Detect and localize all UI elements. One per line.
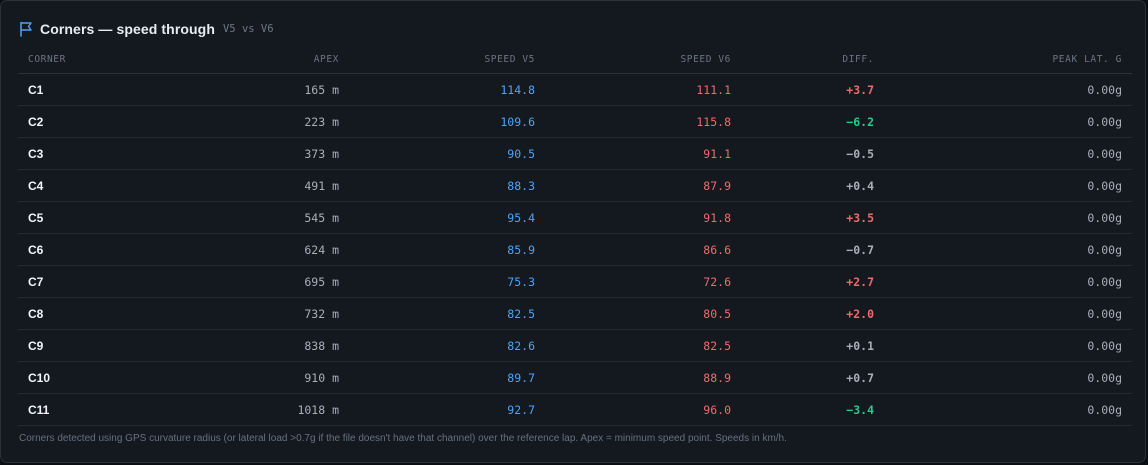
column-header-speed-v5[interactable]: SPEED V5 [349,46,545,74]
cell-corner: C3 [18,137,146,170]
cell-speed-v5: 82.5 [349,297,545,330]
table-row[interactable]: C2 223 m 109.6 115.8 −6.2 0.00g [18,105,1132,138]
cell-speed-v6: 115.8 [545,105,741,138]
cell-peak-lat-g: 0.00g [884,169,1132,202]
table-body: C1 165 m 114.8 111.1 +3.7 0.00g C2 223 m 109.6 11… [18,73,1132,426]
cell-speed-v5: 92.7 [349,393,545,426]
cell-apex: 695 m [146,265,349,298]
column-header-speed-v6[interactable]: SPEED V6 [545,46,741,74]
cell-speed-v5: 90.5 [349,137,545,170]
table-row[interactable]: C4 491 m 88.3 87.9 +0.4 0.00g [18,169,1132,202]
table-row[interactable]: C3 373 m 90.5 91.1 −0.5 0.00g [18,137,1132,170]
cell-peak-lat-g: 0.00g [884,201,1132,234]
cell-speed-v6: 91.8 [545,201,741,234]
table-row[interactable]: C9 838 m 82.6 82.5 +0.1 0.00g [18,329,1132,362]
cell-diff: +3.5 [741,201,884,234]
panel-subtitle: V5 vs V6 [222,23,274,35]
cell-speed-v6: 80.5 [545,297,741,330]
cell-speed-v5: 114.8 [349,73,545,106]
cell-peak-lat-g: 0.00g [884,393,1132,426]
cell-corner: C7 [18,265,146,298]
cell-peak-lat-g: 0.00g [884,265,1132,298]
cell-corner: C9 [18,329,146,362]
cell-speed-v6: 111.1 [545,73,741,106]
cell-diff: −0.7 [741,233,884,266]
table-row[interactable]: C6 624 m 85.9 86.6 −0.7 0.00g [18,233,1132,266]
table-row[interactable]: C10 910 m 89.7 88.9 +0.7 0.00g [18,361,1132,394]
cell-diff: +0.7 [741,361,884,394]
table-row[interactable]: C8 732 m 82.5 80.5 +2.0 0.00g [18,297,1132,330]
cell-peak-lat-g: 0.00g [884,105,1132,138]
cell-peak-lat-g: 0.00g [884,361,1132,394]
cell-speed-v5: 88.3 [349,169,545,202]
table-header-row: CORNER APEX SPEED V5 SPEED V6 DIFF. PEAK… [18,46,1132,74]
cell-corner: C2 [18,105,146,138]
cell-peak-lat-g: 0.00g [884,329,1132,362]
table-row[interactable]: C5 545 m 95.4 91.8 +3.5 0.00g [18,201,1132,234]
cell-diff: +0.1 [741,329,884,362]
cell-apex: 1018 m [146,393,349,426]
cell-corner: C6 [18,233,146,266]
cell-corner: C4 [18,169,146,202]
cell-diff: −6.2 [741,105,884,138]
cell-speed-v5: 82.6 [349,329,545,362]
flag-icon [19,21,33,37]
cell-speed-v6: 86.6 [545,233,741,266]
cell-diff: −0.5 [741,137,884,170]
cell-speed-v6: 96.0 [545,393,741,426]
cell-speed-v5: 109.6 [349,105,545,138]
cell-apex: 491 m [146,169,349,202]
cell-apex: 165 m [146,73,349,106]
cell-diff: +3.7 [741,73,884,106]
cell-speed-v6: 88.9 [545,361,741,394]
cell-corner: C8 [18,297,146,330]
table-row[interactable]: C11 1018 m 92.7 96.0 −3.4 0.00g [18,393,1132,426]
cell-speed-v5: 89.7 [349,361,545,394]
cell-speed-v6: 91.1 [545,137,741,170]
cell-apex: 838 m [146,329,349,362]
cell-peak-lat-g: 0.00g [884,73,1132,106]
cell-speed-v5: 75.3 [349,265,545,298]
cell-corner: C5 [18,201,146,234]
footnote: Corners detected using GPS curvature rad… [19,433,787,444]
cell-diff: −3.4 [741,393,884,426]
cell-diff: +0.4 [741,169,884,202]
cell-speed-v5: 95.4 [349,201,545,234]
cell-corner: C10 [18,361,146,394]
table-row[interactable]: C7 695 m 75.3 72.6 +2.7 0.00g [18,265,1132,298]
corners-table: CORNER APEX SPEED V5 SPEED V6 DIFF. PEAK… [18,46,1132,426]
panel-title: Corners — speed through [40,21,215,37]
cell-apex: 373 m [146,137,349,170]
cell-peak-lat-g: 0.00g [884,137,1132,170]
cell-speed-v6: 72.6 [545,265,741,298]
column-header-corner[interactable]: CORNER [18,46,146,74]
cell-corner: C1 [18,73,146,106]
cell-apex: 545 m [146,201,349,234]
cell-speed-v6: 82.5 [545,329,741,362]
cell-peak-lat-g: 0.00g [884,233,1132,266]
cell-corner: C11 [18,393,146,426]
column-header-peak-lat-g[interactable]: PEAK LAT. G [884,46,1132,74]
table-row[interactable]: C1 165 m 114.8 111.1 +3.7 0.00g [18,73,1132,106]
cell-diff: +2.7 [741,265,884,298]
cell-speed-v5: 85.9 [349,233,545,266]
panel-header: Corners — speed through V5 vs V6 [19,20,274,38]
cell-apex: 910 m [146,361,349,394]
cell-apex: 223 m [146,105,349,138]
column-header-diff[interactable]: DIFF. [741,46,884,74]
cell-speed-v6: 87.9 [545,169,741,202]
cell-apex: 624 m [146,233,349,266]
cell-peak-lat-g: 0.00g [884,297,1132,330]
column-header-apex[interactable]: APEX [146,46,349,74]
cell-apex: 732 m [146,297,349,330]
cell-diff: +2.0 [741,297,884,330]
